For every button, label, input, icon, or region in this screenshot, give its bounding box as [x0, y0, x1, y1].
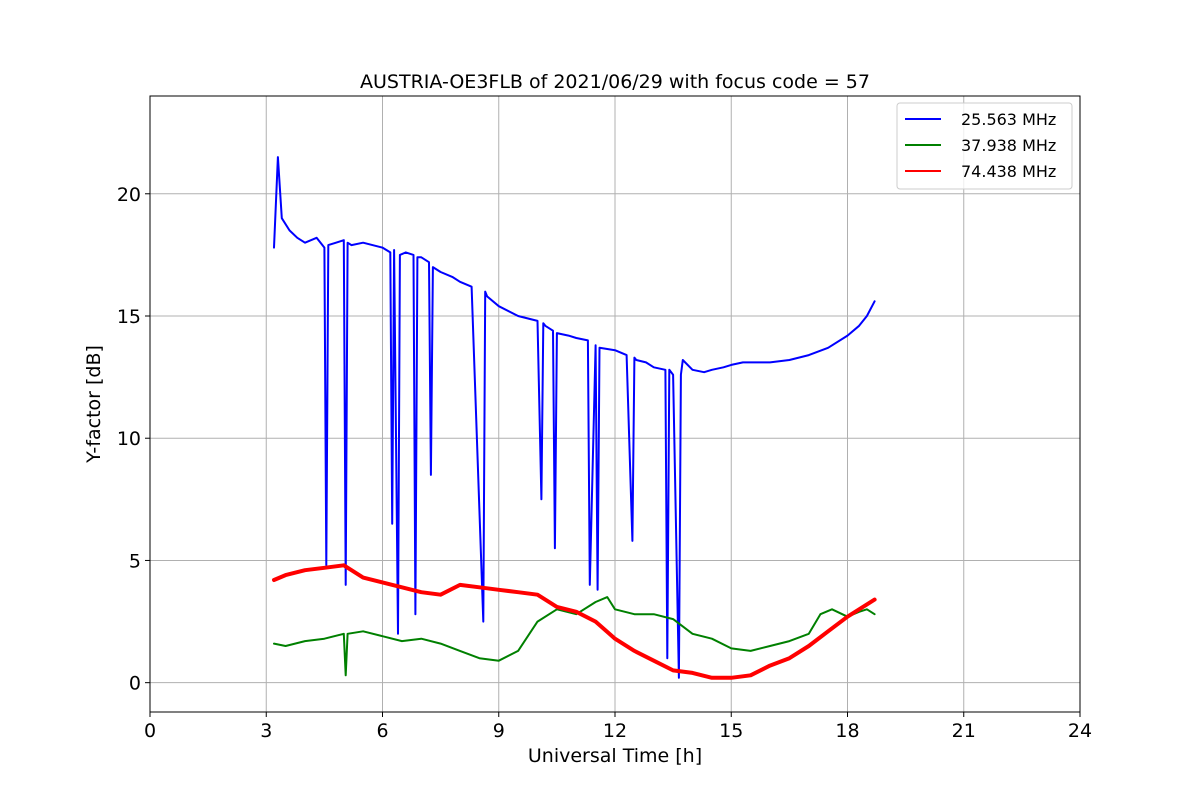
y-tick-label: 15	[117, 306, 141, 328]
series-line-1	[273, 156, 876, 679]
y-tick-label: 0	[129, 673, 141, 695]
x-tick-label: 15	[719, 720, 743, 742]
axis-ticks: 0 3 6 9 12 15 18 21 24 0 5 10 15 20	[117, 184, 1092, 742]
x-tick-label: 0	[144, 720, 156, 742]
x-tick-label: 6	[376, 720, 388, 742]
legend-frame	[896, 102, 1073, 190]
y-tick-label: 10	[117, 428, 141, 450]
y-axis-label: Y-factor [dB]	[83, 345, 105, 464]
legend-entry-label: 25.563 MHz	[961, 110, 1056, 129]
x-tick-label: 18	[835, 720, 859, 742]
x-tick-label: 9	[493, 720, 505, 742]
legend-entry-label: 74.438 MHz	[961, 162, 1056, 181]
y-tick-label: 5	[129, 550, 141, 572]
x-tick-label: 24	[1068, 720, 1092, 742]
x-tick-label: 21	[952, 720, 976, 742]
series-line-2	[273, 596, 876, 677]
x-tick-label: 3	[260, 720, 272, 742]
plot-area	[272, 156, 877, 680]
y-tick-label: 20	[117, 184, 141, 206]
chart-title: AUSTRIA-OE3FLB of 2021/06/29 with focus …	[360, 71, 870, 93]
legend: 25.563 MHz 37.938 MHz 74.438 MHz	[896, 102, 1073, 190]
x-tick-label: 12	[603, 720, 627, 742]
legend-entry-label: 37.938 MHz	[961, 136, 1056, 155]
series-line-3	[272, 563, 877, 680]
x-axis-label: Universal Time [h]	[528, 745, 702, 767]
